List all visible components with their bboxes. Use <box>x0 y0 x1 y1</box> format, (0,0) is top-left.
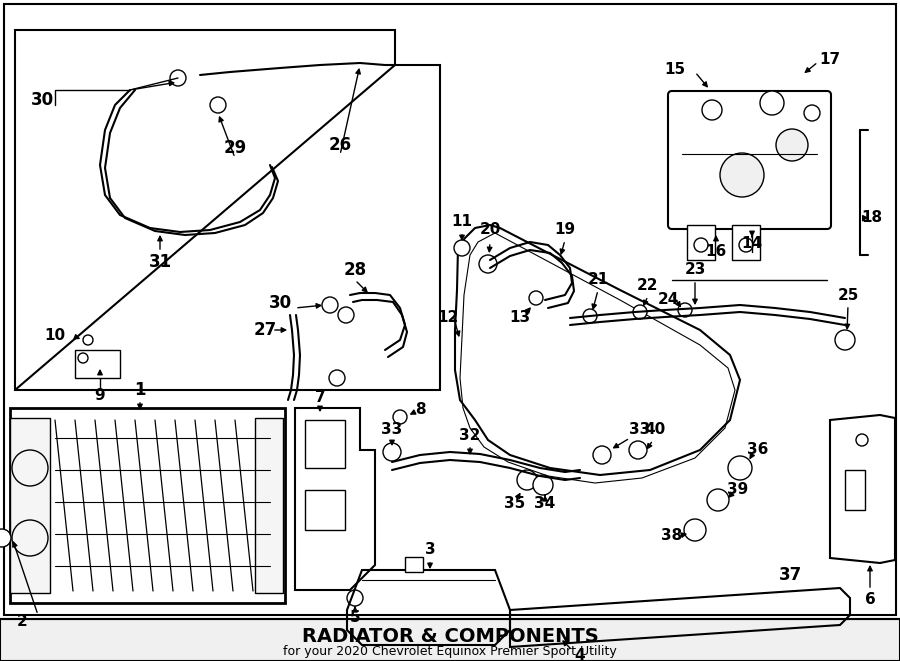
Text: 3: 3 <box>425 543 436 557</box>
Text: 6: 6 <box>865 592 876 607</box>
Circle shape <box>633 305 647 319</box>
Circle shape <box>720 153 764 197</box>
Text: 19: 19 <box>554 223 576 237</box>
Circle shape <box>517 470 537 490</box>
Bar <box>255 418 283 593</box>
Text: 30: 30 <box>268 294 292 312</box>
Text: 39: 39 <box>727 483 749 498</box>
Text: 13: 13 <box>509 311 531 325</box>
Circle shape <box>529 291 543 305</box>
Text: RADIATOR & COMPONENTS: RADIATOR & COMPONENTS <box>302 627 598 646</box>
Circle shape <box>856 434 868 446</box>
Text: 2: 2 <box>16 613 27 629</box>
Text: for your 2020 Chevrolet Equinox Premier Sport Utility: for your 2020 Chevrolet Equinox Premier … <box>284 644 616 658</box>
Circle shape <box>707 489 729 511</box>
Circle shape <box>694 238 708 252</box>
Text: 33: 33 <box>629 422 651 438</box>
Circle shape <box>533 475 553 495</box>
Text: 34: 34 <box>535 496 555 510</box>
Circle shape <box>338 307 354 323</box>
Circle shape <box>479 255 497 273</box>
Text: 5: 5 <box>350 611 360 625</box>
Text: 16: 16 <box>706 245 726 260</box>
Text: 40: 40 <box>644 422 666 438</box>
Text: 10: 10 <box>44 329 66 344</box>
Text: 15: 15 <box>664 63 686 77</box>
Circle shape <box>170 70 186 86</box>
Text: 26: 26 <box>328 136 352 154</box>
Text: 8: 8 <box>415 403 426 418</box>
Bar <box>405 557 423 572</box>
Text: 36: 36 <box>747 442 769 457</box>
Text: 37: 37 <box>778 566 802 584</box>
Circle shape <box>728 456 752 480</box>
Text: 18: 18 <box>861 210 883 225</box>
Text: 29: 29 <box>223 139 247 157</box>
Circle shape <box>702 100 722 120</box>
Text: 38: 38 <box>662 527 682 543</box>
Circle shape <box>593 446 611 464</box>
Text: 14: 14 <box>742 235 762 251</box>
Bar <box>0 619 900 661</box>
Text: 4: 4 <box>575 648 585 661</box>
Circle shape <box>329 370 345 386</box>
Circle shape <box>583 309 597 323</box>
Circle shape <box>678 303 692 317</box>
Circle shape <box>12 520 48 556</box>
Text: 25: 25 <box>837 288 859 303</box>
Text: 17: 17 <box>819 52 841 67</box>
Text: 7: 7 <box>315 389 325 405</box>
Bar <box>10 418 50 593</box>
Bar <box>732 225 760 260</box>
Circle shape <box>78 353 88 363</box>
Text: 33: 33 <box>382 422 402 438</box>
Circle shape <box>347 590 363 606</box>
Text: 12: 12 <box>437 311 459 325</box>
Text: 30: 30 <box>31 91 54 109</box>
Text: 11: 11 <box>452 215 472 229</box>
Circle shape <box>629 441 647 459</box>
Text: 28: 28 <box>344 261 366 279</box>
Bar <box>305 490 345 530</box>
Circle shape <box>776 129 808 161</box>
Circle shape <box>454 240 470 256</box>
Circle shape <box>684 519 706 541</box>
Text: 23: 23 <box>684 262 706 278</box>
Circle shape <box>393 410 407 424</box>
Circle shape <box>383 443 401 461</box>
Circle shape <box>83 335 93 345</box>
Text: 32: 32 <box>459 428 481 442</box>
Bar <box>845 470 865 510</box>
Text: 31: 31 <box>148 253 172 271</box>
Circle shape <box>12 450 48 486</box>
Circle shape <box>0 529 11 547</box>
Text: 21: 21 <box>588 272 608 288</box>
Bar <box>687 225 715 260</box>
Circle shape <box>210 97 226 113</box>
Text: 22: 22 <box>637 278 659 293</box>
Text: 24: 24 <box>657 293 679 307</box>
Text: 27: 27 <box>254 321 276 339</box>
Bar <box>75 350 120 378</box>
Text: 9: 9 <box>94 387 105 403</box>
Text: 35: 35 <box>504 496 526 510</box>
Circle shape <box>835 330 855 350</box>
Circle shape <box>804 105 820 121</box>
FancyBboxPatch shape <box>668 91 831 229</box>
Circle shape <box>760 91 784 115</box>
Text: 20: 20 <box>480 223 500 237</box>
Circle shape <box>739 238 753 252</box>
Bar <box>10 408 285 603</box>
Circle shape <box>322 297 338 313</box>
Bar <box>305 420 345 468</box>
Text: 1: 1 <box>134 381 146 399</box>
